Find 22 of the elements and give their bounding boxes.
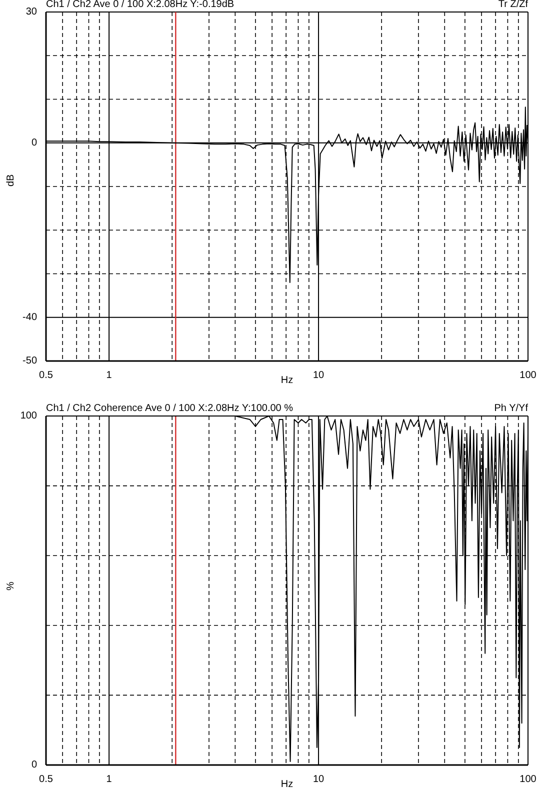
x-tick-label: 0.5	[39, 774, 54, 785]
x-axis-title: Hz	[280, 779, 294, 788]
y-axis-title: dB	[6, 174, 17, 186]
y-tick-label: 0	[31, 760, 38, 770]
chart-title: Ch1 / Ch2 Ave 0 / 100 X:2.08Hz Y:-0.19dB	[46, 0, 236, 11]
x-tick-label: 100	[520, 774, 537, 785]
y-tick-label: 30	[26, 6, 38, 18]
x-tick-label: 100	[520, 370, 537, 381]
x-tick-label: 10	[312, 370, 325, 381]
text: Ph Y/Yf	[492, 403, 528, 415]
y-tick-label: 0	[31, 137, 38, 148]
y-tick-label: -40	[22, 312, 38, 323]
y-tick-label: 100	[20, 410, 38, 422]
y-axis-title: %	[6, 582, 17, 590]
text: Tr Z/Zf	[496, 0, 528, 11]
chart-title: Ch1 / Ch2 Coherence Ave 0 / 100 X:2.08Hz Y:100.00 %	[46, 403, 296, 415]
x-axis-title: Hz	[280, 375, 294, 386]
x-tick-label: 1	[106, 774, 112, 785]
x-tick-label: 1	[106, 370, 112, 381]
x-tick-label: 10	[312, 774, 325, 785]
y-tick-label: -50	[22, 356, 38, 366]
x-tick-label: 0.5	[39, 370, 54, 381]
